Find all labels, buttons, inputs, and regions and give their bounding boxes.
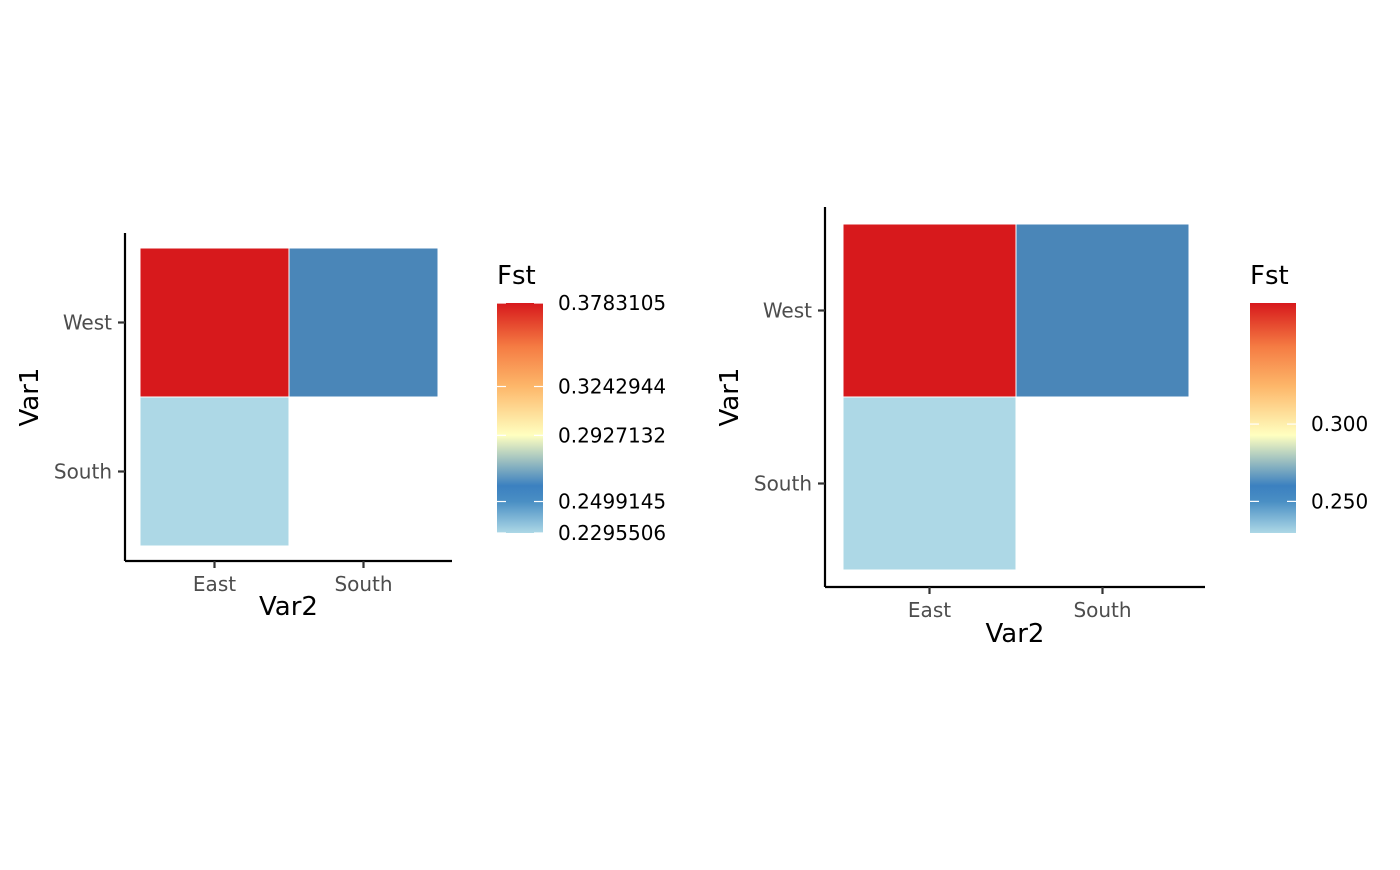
x-tick-label: East <box>908 598 951 622</box>
y-tick-label: West <box>763 299 812 323</box>
legend-label: 0.2499145 <box>558 490 666 514</box>
legend-label: 0.3242944 <box>558 375 666 399</box>
legend-label: 0.3783105 <box>558 291 666 315</box>
legend-colorbar <box>497 303 543 533</box>
y-axis-title: Var1 <box>715 368 745 427</box>
heatmap-panel-1: East South West South Var2 Var1 Fst 0.3783105 0.… <box>15 233 666 622</box>
legend-colorbar <box>1250 303 1296 533</box>
x-axis-title: Var2 <box>259 592 318 622</box>
legend-label: 0.2295506 <box>558 521 666 545</box>
y-axis-title: Var1 <box>15 368 45 427</box>
heatmap-cell <box>1015 223 1190 398</box>
legend-label: 0.250 <box>1311 489 1368 513</box>
y-tick-label: South <box>54 460 112 484</box>
x-tick-label: South <box>1073 598 1131 622</box>
heatmap-cell <box>139 396 290 547</box>
heatmap-cell <box>842 396 1017 571</box>
legend-title: Fst <box>1250 261 1289 291</box>
heatmap-cell <box>288 247 439 398</box>
x-axis-title: Var2 <box>986 619 1045 649</box>
heatmap-cell <box>842 223 1017 398</box>
x-tick-label: East <box>193 572 236 596</box>
legend-label: 0.2927132 <box>558 423 666 447</box>
y-tick-label: West <box>63 311 112 335</box>
x-tick-label: South <box>334 572 392 596</box>
legend-label: 0.300 <box>1311 412 1368 436</box>
heatmap-cell <box>139 247 290 398</box>
heatmap-panel-2: East South West South Var2 Var1 Fst 0.300 0.250 <box>715 207 1368 649</box>
legend-title: Fst <box>497 261 536 291</box>
y-tick-label: South <box>754 472 812 496</box>
